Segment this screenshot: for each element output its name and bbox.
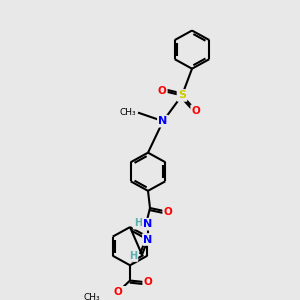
Text: CH₃: CH₃ [83, 293, 100, 300]
Text: O: O [114, 287, 122, 297]
Text: O: O [192, 106, 200, 116]
Text: H: H [134, 218, 142, 228]
Text: O: O [164, 207, 172, 217]
Text: S: S [178, 90, 186, 100]
Text: CH₃: CH₃ [119, 108, 136, 117]
Text: O: O [158, 85, 166, 96]
Text: N: N [158, 116, 168, 126]
Text: N: N [143, 235, 153, 244]
Text: O: O [144, 278, 152, 287]
Text: N: N [143, 219, 153, 229]
Text: H: H [129, 251, 137, 261]
